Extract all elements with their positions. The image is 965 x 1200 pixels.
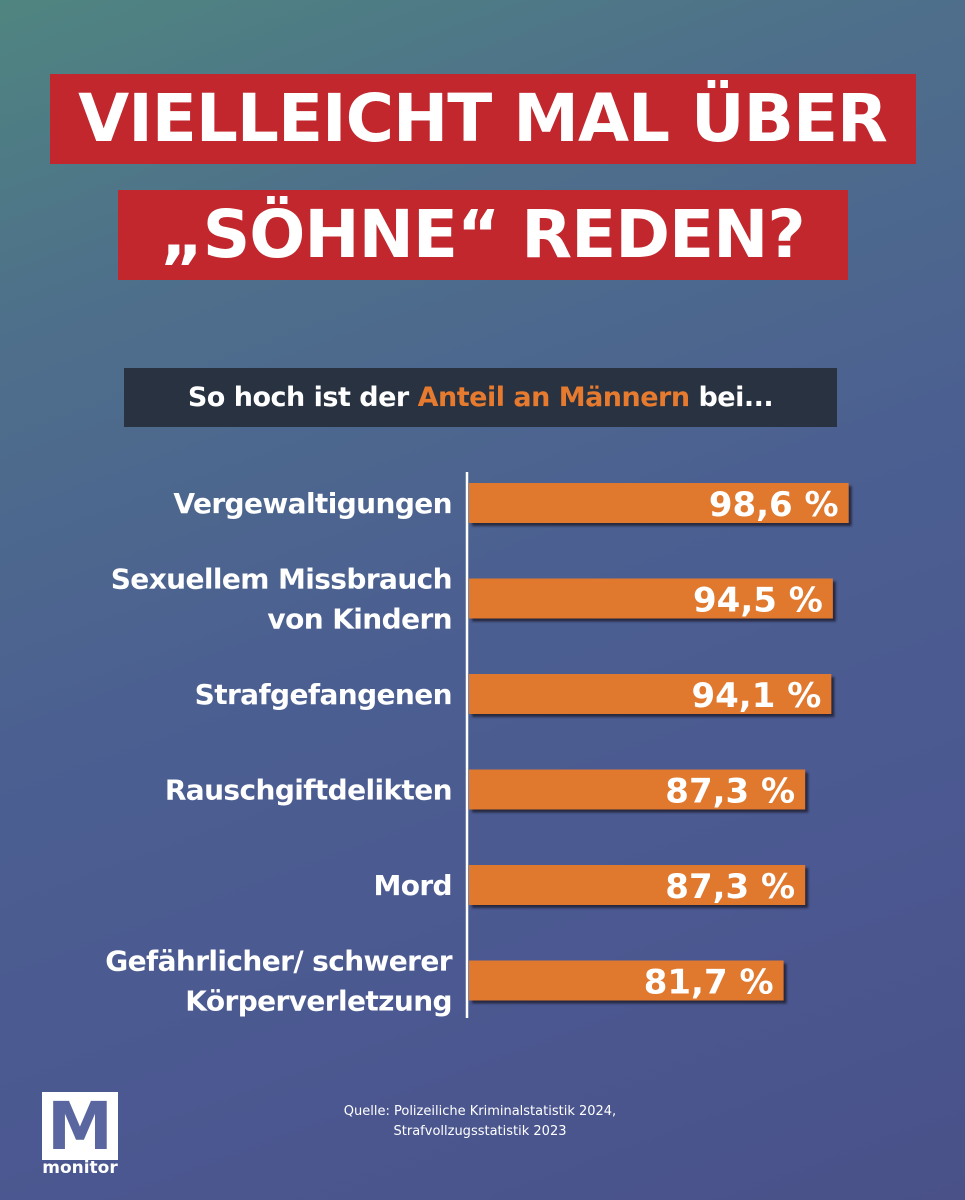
- headline-line-1-text: VIELLEICHT MAL ÜBER: [49, 74, 916, 164]
- bar-5: [469, 960, 784, 1001]
- subtitle-before: So hoch ist der: [187, 382, 418, 413]
- bar-1: [469, 578, 833, 619]
- source-line-2: Strafvollzugsstatistik 2023: [393, 1124, 567, 1139]
- category-label-5-line-1: Körperverletzung: [185, 985, 452, 1018]
- logo-wordmark: monitor: [42, 1158, 118, 1178]
- monitor-logo: M monitor: [42, 1092, 118, 1180]
- category-label-1-line-1: von Kindern: [267, 603, 452, 636]
- category-label-4-line-0: Mord: [373, 869, 452, 902]
- source-note: Quelle: Polizeiliche Kriminalstatistik 2…: [260, 1102, 700, 1142]
- bar-value-label-5: 81,7 %: [644, 963, 774, 1003]
- bar-group: 98,6 % Vergewaltigungen 94,5 % Sexuellem Mi…: [105, 483, 849, 1018]
- category-label-5-line-0: Gefährlicher/ schwerer: [105, 945, 453, 978]
- bar-2: [469, 674, 832, 714]
- chart-subtitle: So hoch ist der Anteil an Männern bei...: [124, 368, 837, 427]
- category-label-3-line-0: Rauschgiftdelikten: [165, 774, 452, 807]
- bar-4: [469, 865, 806, 905]
- subtitle-accent: Anteil an Männern: [417, 382, 690, 413]
- bar-value-label-2: 94,1 %: [691, 676, 821, 716]
- bar-value-label-4: 87,3 %: [665, 867, 795, 907]
- category-label-2-line-0: Strafgefangenen: [195, 678, 452, 711]
- category-label-1-line-0: Sexuellem Missbrauch: [111, 563, 452, 596]
- bar-value-label-3: 87,3 %: [665, 772, 795, 812]
- headline-line-1: VIELLEICHT MAL ÜBER: [0, 74, 965, 164]
- bar-value-label-0: 98,6 %: [709, 485, 839, 525]
- bar-value-label-1: 94,5 %: [693, 581, 823, 621]
- logo-glyph: M: [42, 1092, 118, 1162]
- bar-3: [469, 769, 806, 810]
- category-label-0-line-0: Vergewaltigungen: [173, 487, 452, 520]
- subtitle-after: bei...: [689, 382, 774, 413]
- source-line-1: Quelle: Polizeiliche Kriminalstatistik 2…: [343, 1104, 617, 1119]
- headline-line-2: „SÖHNE“ REDEN?: [0, 190, 965, 280]
- bar-0: [469, 483, 849, 523]
- headline-line-2-text: „SÖHNE“ REDEN?: [117, 190, 848, 280]
